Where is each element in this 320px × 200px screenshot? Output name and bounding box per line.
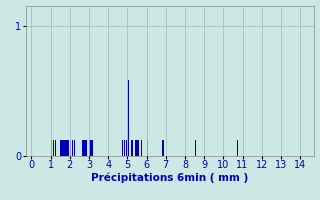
Bar	[72, 140, 73, 156]
Bar	[85, 140, 87, 156]
Bar	[91, 140, 92, 156]
Bar	[162, 140, 164, 156]
Bar	[60, 140, 62, 156]
Bar	[64, 140, 66, 156]
Bar	[53, 140, 54, 156]
Bar	[51, 140, 52, 156]
Bar	[84, 140, 85, 156]
Bar	[89, 140, 91, 156]
Bar	[82, 140, 83, 156]
Bar	[141, 140, 142, 156]
X-axis label: Précipitations 6min ( mm ): Précipitations 6min ( mm )	[91, 173, 248, 183]
Bar	[66, 140, 68, 156]
Bar	[132, 140, 133, 156]
Bar	[122, 140, 123, 156]
Bar	[70, 140, 71, 156]
Bar	[124, 140, 125, 156]
Bar	[147, 140, 148, 156]
Bar	[195, 140, 196, 156]
Bar	[74, 140, 75, 156]
Bar	[68, 140, 69, 156]
Bar	[237, 140, 238, 156]
Bar	[126, 140, 127, 156]
Bar	[128, 80, 129, 156]
Bar	[62, 140, 64, 156]
Bar	[55, 140, 56, 156]
Bar	[135, 140, 137, 156]
Bar	[137, 140, 139, 156]
